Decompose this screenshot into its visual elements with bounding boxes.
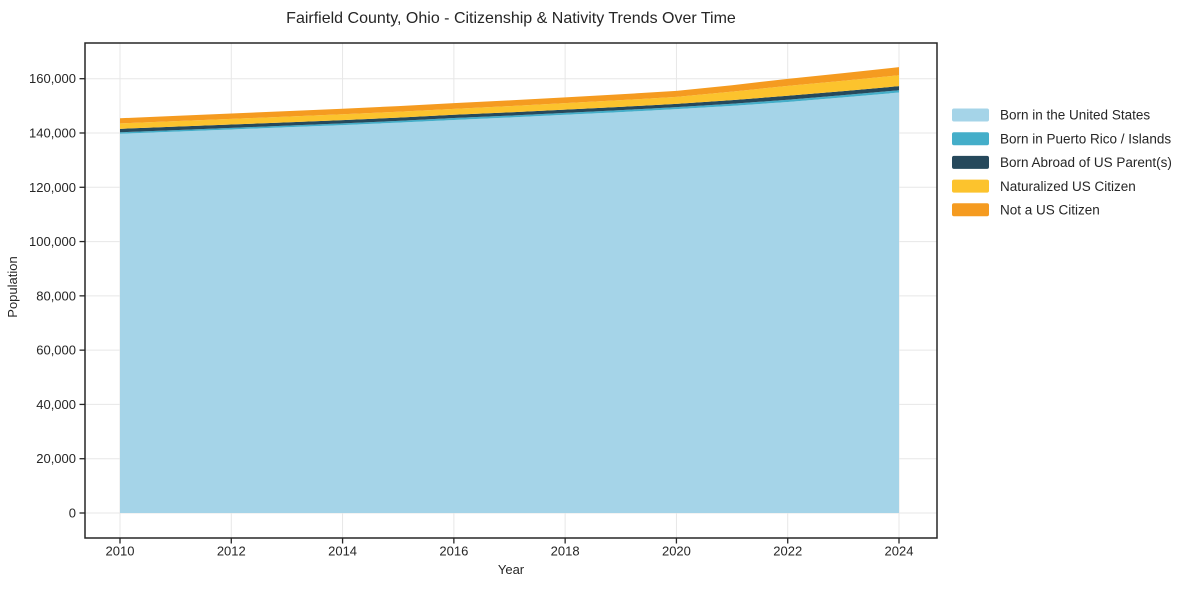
y-tick-label: 40,000: [36, 397, 76, 412]
x-tick-label: 2024: [885, 544, 914, 559]
x-tick-label: 2020: [662, 544, 691, 559]
y-tick-label: 160,000: [29, 71, 76, 86]
x-tick-label: 2014: [328, 544, 357, 559]
area-series: [120, 67, 899, 124]
stacked-areas: [120, 67, 899, 513]
legend-label: Born in the United States: [1000, 108, 1150, 123]
legend-label: Born in Puerto Rico / Islands: [1000, 131, 1171, 146]
legend-label: Not a US Citizen: [1000, 203, 1100, 218]
legend-swatch: [952, 155, 989, 169]
legend-item: Not a US Citizen: [952, 203, 1100, 218]
area-series: [120, 86, 899, 133]
y-tick-label: 120,000: [29, 180, 76, 195]
axis-ticks: 2010 2012 2014 2016 2018 2020 2022 2024 0 20,000 4…: [29, 71, 913, 558]
legend-swatch: [952, 132, 989, 146]
legend-swatch: [952, 203, 989, 217]
area-series: [120, 75, 899, 129]
y-tick-label: 140,000: [29, 125, 76, 140]
plot-border: [84, 42, 938, 539]
legend-item: Born Abroad of US Parent(s): [952, 155, 1172, 170]
legend-swatch: [952, 108, 989, 122]
y-tick-label: 60,000: [36, 343, 76, 358]
area-series: [120, 90, 899, 134]
x-tick-label: 2018: [551, 544, 580, 559]
x-tick-label: 2012: [217, 544, 246, 559]
y-tick-label: 20,000: [36, 451, 76, 466]
area-series: [120, 92, 899, 513]
legend-swatch: [952, 179, 989, 193]
x-axis-label: Year: [498, 562, 525, 577]
legend-item: Born in Puerto Rico / Islands: [952, 131, 1171, 146]
y-tick-label: 100,000: [29, 234, 76, 249]
x-tick-label: 2016: [439, 544, 468, 559]
x-tick-label: 2010: [106, 544, 135, 559]
chart-title: Fairfield County, Ohio - Citizenship & N…: [286, 10, 736, 27]
y-axis-label: Population: [5, 256, 20, 317]
legend-item: Born in the United States: [952, 108, 1150, 123]
y-tick-label: 0: [69, 506, 76, 521]
legend-label: Born Abroad of US Parent(s): [1000, 155, 1172, 170]
legend-label: Naturalized US Citizen: [1000, 179, 1136, 194]
y-tick-label: 80,000: [36, 288, 76, 303]
legend: Born in the United States Born in Puerto …: [952, 108, 1172, 218]
x-tick-label: 2022: [773, 544, 802, 559]
legend-item: Naturalized US Citizen: [952, 179, 1136, 194]
